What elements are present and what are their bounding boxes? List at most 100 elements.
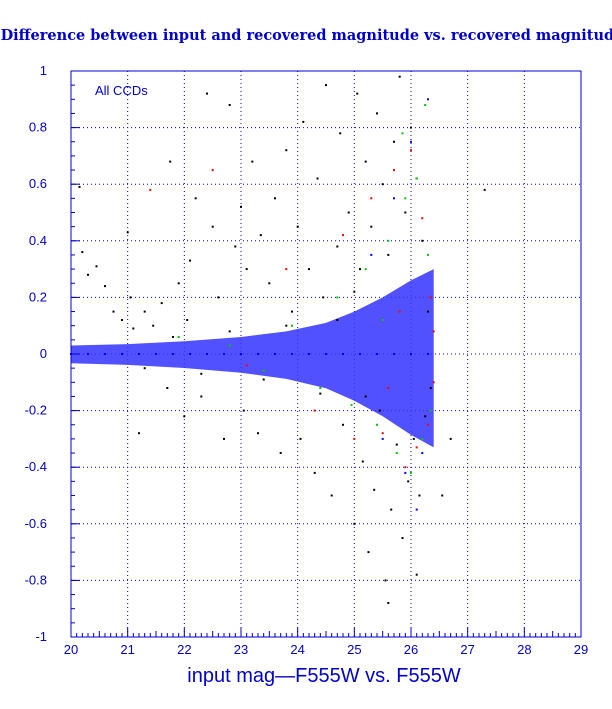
data-point: [223, 353, 225, 355]
data-point: [427, 423, 429, 426]
data-point: [177, 282, 180, 285]
data-point: [424, 104, 427, 106]
data-point: [393, 140, 395, 143]
x-tick-label: 26: [404, 642, 418, 657]
data-point: [285, 324, 288, 327]
data-point: [274, 353, 276, 355]
data-point: [155, 353, 157, 355]
data-point: [217, 296, 220, 299]
data-point: [410, 471, 412, 474]
y-tick-label: 1: [40, 63, 47, 78]
data-point: [404, 466, 407, 469]
data-point: [143, 367, 146, 370]
data-point: [308, 353, 310, 355]
data-point: [87, 273, 89, 276]
data-point: [387, 387, 390, 389]
data-point: [330, 494, 333, 497]
data-point: [410, 353, 412, 355]
data-point: [407, 480, 410, 483]
data-point: [378, 409, 381, 412]
data-point: [427, 253, 429, 256]
data-point: [415, 508, 418, 511]
data-point: [427, 98, 429, 101]
data-point: [395, 452, 398, 454]
data-point: [381, 432, 384, 435]
data-point: [245, 364, 248, 367]
data-point: [373, 488, 376, 491]
data-point: [240, 205, 242, 208]
data-point: [211, 169, 214, 172]
data-point: [166, 387, 169, 389]
data-point: [432, 330, 435, 333]
data-point: [316, 177, 319, 180]
data-point: [387, 253, 390, 256]
data-point: [189, 353, 191, 355]
data-point: [104, 353, 106, 355]
data-point: [398, 310, 401, 313]
data-point: [418, 494, 421, 497]
data-point: [262, 378, 265, 381]
x-tick-label: 23: [234, 642, 248, 657]
data-point: [160, 302, 163, 305]
data-point: [262, 370, 265, 372]
data-point: [364, 395, 367, 398]
data-point: [285, 149, 288, 152]
point-density-band: [71, 269, 434, 448]
data-point: [398, 75, 401, 78]
data-point: [421, 452, 424, 454]
y-tick-label: 0.6: [29, 176, 47, 191]
data-point: [78, 186, 81, 188]
data-point: [404, 471, 407, 474]
data-point: [121, 319, 123, 321]
data-point: [483, 188, 486, 191]
data-point: [308, 268, 310, 271]
data-point: [353, 522, 356, 525]
data-point: [370, 197, 373, 200]
data-point: [353, 437, 356, 440]
dense-point-band: [71, 269, 434, 448]
data-point: [313, 471, 316, 474]
data-point: [104, 285, 106, 288]
data-point: [421, 437, 424, 440]
data-point: [342, 423, 344, 426]
data-point: [353, 290, 356, 293]
data-point: [251, 160, 254, 163]
data-point: [186, 319, 189, 321]
x-tick-label: 28: [517, 642, 531, 657]
y-tick-label: 0.8: [29, 120, 47, 135]
data-point: [172, 353, 174, 355]
data-point: [257, 432, 259, 435]
data-point: [206, 353, 208, 355]
data-point: [421, 217, 424, 220]
data-point: [370, 253, 373, 256]
data-point: [381, 319, 384, 321]
data-point: [410, 126, 412, 129]
data-point: [259, 234, 262, 237]
data-point: [200, 395, 203, 398]
x-tick-label: 25: [347, 642, 361, 657]
data-point: [143, 310, 146, 313]
data-point: [200, 372, 203, 375]
data-point: [427, 353, 429, 355]
x-tick-label: 21: [120, 642, 134, 657]
data-point: [313, 409, 316, 412]
data-point: [364, 268, 367, 271]
data-point: [364, 160, 367, 163]
data-point: [415, 177, 418, 180]
data-point: [429, 387, 432, 389]
data-point: [410, 140, 412, 143]
data-point: [240, 353, 242, 355]
data-point: [112, 310, 115, 313]
data-point: [415, 573, 418, 576]
data-point: [234, 245, 237, 248]
data-point: [412, 437, 415, 440]
data-point: [401, 132, 404, 135]
y-axis-ticks: 1 0.8 0.6 0.4 0.2 0 -0.2 -0.4 -0.6 -0.8 -1: [25, 63, 80, 644]
data-point: [149, 188, 152, 191]
data-point: [194, 197, 197, 200]
data-point: [401, 537, 404, 539]
data-point: [359, 353, 361, 355]
y-tick-label: 0: [40, 346, 47, 361]
data-point: [336, 245, 339, 248]
